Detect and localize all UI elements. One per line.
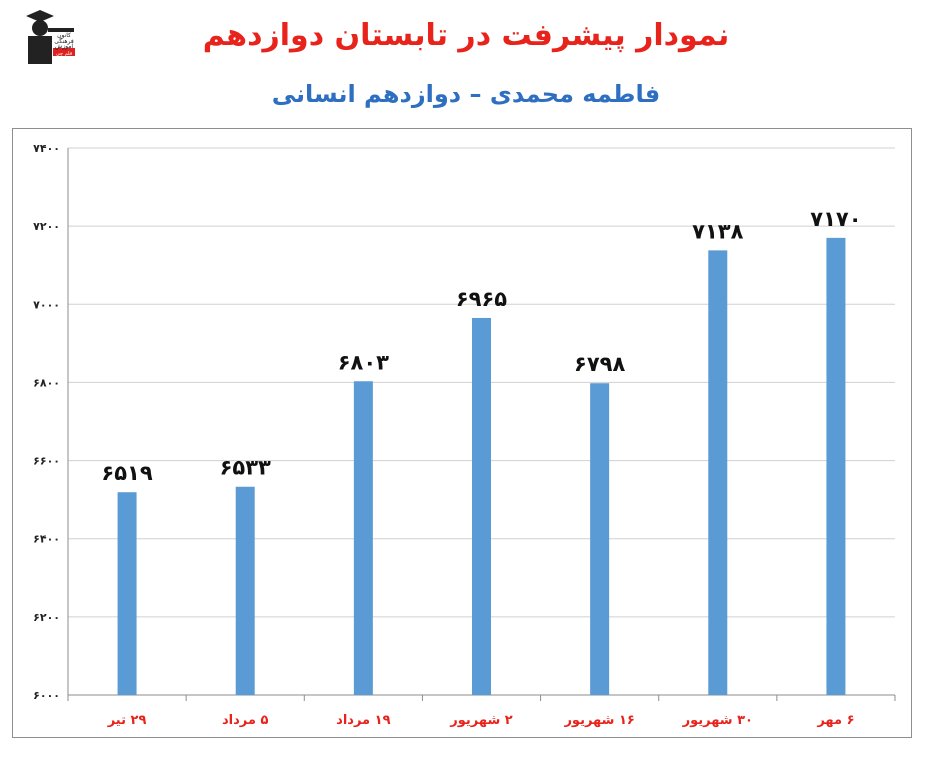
logo-line3: آموزش (55, 41, 74, 50)
bar (472, 317, 491, 695)
bar (353, 381, 373, 695)
data-label: ۶۵۳۳ (220, 456, 271, 480)
data-label: ۶۷۹۸ (574, 352, 625, 376)
x-tick-label: ۱۶ شهریور (563, 713, 634, 728)
bar (117, 492, 137, 695)
x-tick-label: ۳۰ شهریور (682, 713, 753, 728)
x-tick-label: ۶ مهر (816, 713, 854, 728)
data-label: ۷۱۷۰ (810, 207, 861, 231)
y-tick-label: ۶۴۰۰ (33, 533, 60, 546)
logo-line1: کانون (57, 32, 71, 39)
y-tick-label: ۷۴۰۰ (33, 142, 60, 155)
y-tick-label: ۶۰۰۰ (33, 689, 60, 702)
x-tick-label: ۵ مرداد (222, 713, 268, 728)
logo-badge: قلم چی (56, 51, 73, 57)
data-label: ۶۹۶۵ (456, 287, 507, 311)
y-tick-label: ۶۲۰۰ (33, 611, 60, 624)
y-tick-label: ۶۸۰۰ (33, 376, 60, 389)
y-tick-label: ۷۰۰۰ (33, 298, 60, 311)
logo: کانون فرهنگی آموزش قلم چی (20, 8, 78, 68)
data-label: ۶۵۱۹ (101, 461, 152, 485)
bar (826, 237, 846, 695)
chart-subtitle: فاطمه محمدی – دوازدهم انسانی (271, 80, 661, 108)
x-tick-label: ۲ شهریور (449, 713, 513, 728)
x-tick-label: ۱۹ مرداد (336, 713, 390, 728)
x-tick-label: ۲۹ تیر (107, 713, 147, 728)
y-tick-label: ۷۲۰۰ (33, 220, 60, 233)
graduate-icon: کانون فرهنگی آموزش قلم چی (26, 10, 75, 64)
bar (590, 383, 610, 695)
logo-line2: فرهنگی (54, 37, 74, 45)
y-tick-label: ۶۶۰۰ (33, 455, 60, 468)
data-label: ۶۸۰۳ (338, 350, 389, 374)
chart-title: نمودار پیشرفت در تابستان دوازدهم (202, 18, 730, 53)
data-label: ۷۱۳۸ (692, 219, 743, 243)
chart-frame (12, 128, 912, 738)
bar (235, 486, 255, 695)
bar (708, 250, 728, 696)
